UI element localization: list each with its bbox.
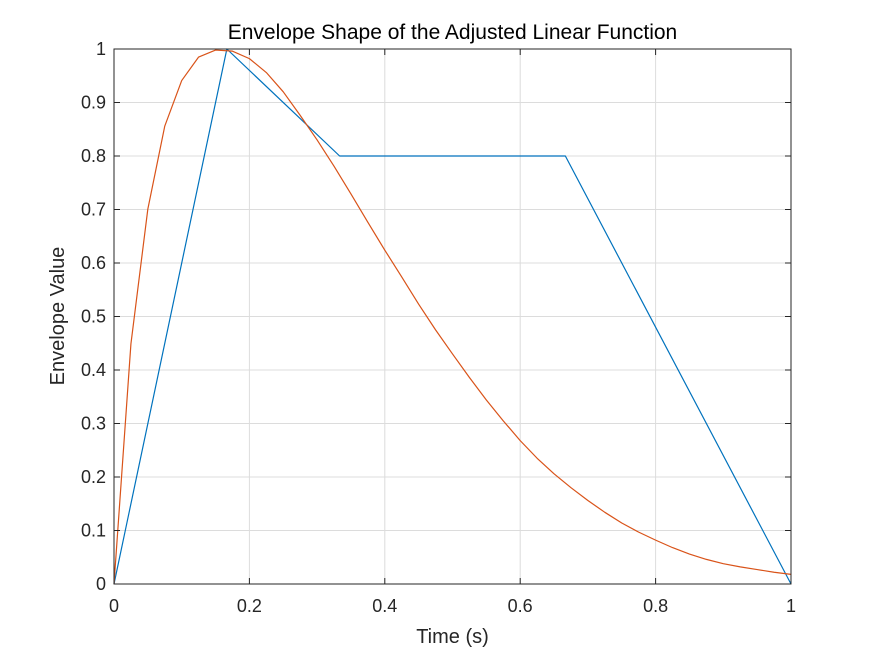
- x-tick-label: 0.6: [508, 596, 533, 616]
- y-tick-label: 0.2: [81, 467, 106, 487]
- chart-title: Envelope Shape of the Adjusted Linear Fu…: [228, 21, 678, 44]
- y-tick-label: 0.9: [81, 93, 106, 113]
- y-axis-label: Envelope Value: [47, 247, 69, 386]
- x-tick-label: 0.4: [372, 596, 397, 616]
- y-tick-label: 0.7: [81, 200, 106, 220]
- x-tick-label: 0.2: [237, 596, 262, 616]
- y-tick-label: 0: [96, 574, 106, 594]
- y-tick-label: 0.8: [81, 146, 106, 166]
- y-tick-label: 1: [96, 39, 106, 59]
- x-tick-label: 0: [109, 596, 119, 616]
- series-layer: [113, 48, 792, 585]
- ticks: [113, 48, 792, 585]
- x-tick-labels: 0 0.2 0.4 0.6 0.8 1: [109, 596, 796, 616]
- series-blue-line: [113, 48, 792, 585]
- y-tick-label: 0.3: [81, 414, 106, 434]
- x-axis-label: Time (s): [416, 626, 489, 648]
- series-orange-line: [113, 49, 792, 585]
- y-tick-label: 0.4: [81, 360, 106, 380]
- y-tick-labels: 0 0.1 0.2 0.3 0.4 0.5 0.6 0.7 0.8 0.9 1: [81, 39, 106, 594]
- y-tick-label: 0.1: [81, 521, 106, 541]
- x-tick-label: 0.8: [643, 596, 668, 616]
- y-tick-label: 0.6: [81, 253, 106, 273]
- y-tick-label: 0.5: [81, 307, 106, 327]
- x-tick-label: 1: [786, 596, 796, 616]
